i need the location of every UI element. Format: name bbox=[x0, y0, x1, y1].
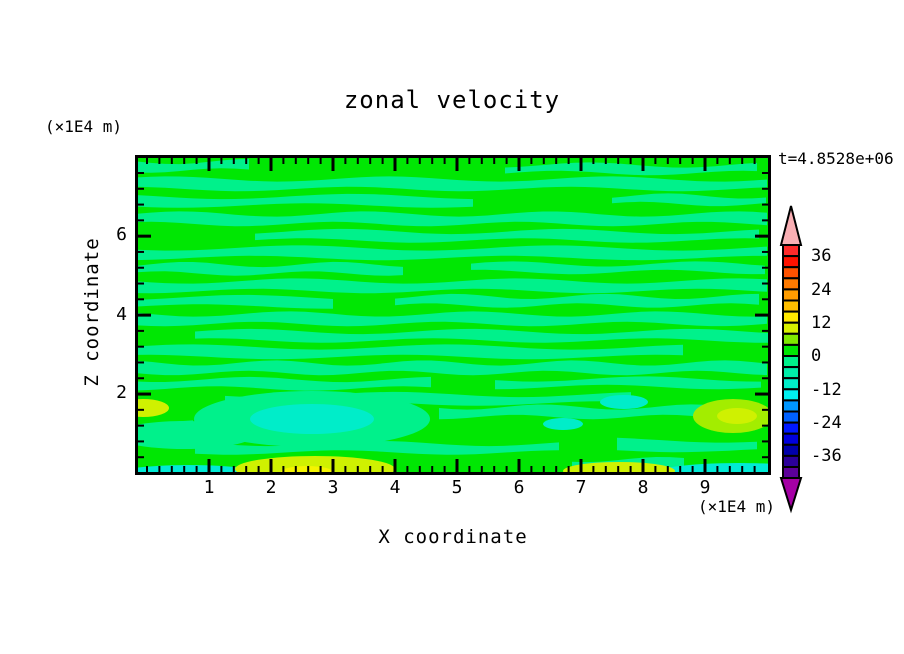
colorbar-under-arrow bbox=[779, 477, 803, 514]
colorbar-segment bbox=[782, 332, 800, 346]
contour-band bbox=[255, 228, 759, 243]
colorbar-segment bbox=[782, 377, 800, 391]
colorbar-segment bbox=[782, 410, 800, 424]
contour-band bbox=[137, 261, 403, 276]
colorbar-segment bbox=[782, 454, 800, 468]
colorbar-svg bbox=[779, 205, 803, 514]
colorbar-segment bbox=[782, 432, 800, 446]
y-tick-label: 4 bbox=[116, 304, 127, 325]
contour-band bbox=[505, 162, 757, 176]
x-tick-label: 9 bbox=[699, 477, 711, 498]
colorbar-segment bbox=[782, 443, 800, 457]
contour-feature bbox=[543, 418, 583, 430]
colorbar-tick-label: -12 bbox=[811, 380, 842, 400]
y-axis-unit-label: (×1E4 m) bbox=[45, 117, 123, 136]
contour-band bbox=[612, 193, 766, 207]
colorbar-segment bbox=[782, 399, 800, 413]
colorbar-segment bbox=[782, 266, 800, 280]
x-tick-label: 6 bbox=[513, 477, 525, 498]
colorbar-tick-label: 0 bbox=[811, 346, 822, 366]
colorbar-tick-label: 12 bbox=[811, 313, 832, 333]
contour-band bbox=[495, 376, 761, 390]
contour-field bbox=[137, 157, 769, 473]
colorbar-over-arrow bbox=[779, 205, 803, 246]
contour-feature bbox=[235, 456, 395, 473]
colorbar-segment bbox=[782, 421, 800, 435]
colorbar-segment bbox=[782, 355, 800, 369]
axis-ticks bbox=[138, 158, 768, 472]
contour-band bbox=[137, 176, 767, 192]
plot-frame bbox=[135, 155, 771, 475]
colorbar-segment bbox=[782, 466, 800, 480]
contour-band bbox=[137, 245, 767, 261]
contour-field-svg bbox=[135, 155, 771, 475]
contour-band bbox=[617, 437, 757, 453]
contour-band bbox=[137, 193, 473, 208]
colorbar-segment bbox=[782, 277, 800, 291]
contour-feature bbox=[250, 404, 374, 434]
contour-feature bbox=[137, 399, 169, 417]
contour-band bbox=[137, 211, 767, 227]
contour-band bbox=[137, 311, 767, 327]
x-tick-label: 7 bbox=[575, 477, 587, 498]
colorbar-tick-label: -24 bbox=[811, 413, 842, 433]
colorbar-segment bbox=[782, 366, 800, 380]
colorbar-segment bbox=[782, 343, 800, 357]
x-tick-label: 5 bbox=[451, 477, 463, 498]
colorbar-segment bbox=[782, 255, 800, 269]
plot-area bbox=[135, 155, 771, 475]
x-tick-label: 3 bbox=[327, 477, 339, 498]
colorbar-segment bbox=[782, 299, 800, 313]
y-tick-label: 2 bbox=[116, 382, 127, 403]
contour-feature bbox=[600, 395, 648, 409]
colorbar-tick-label: -36 bbox=[811, 446, 842, 466]
x-tick-label: 2 bbox=[265, 477, 277, 498]
contour-band bbox=[195, 328, 769, 343]
timestamp-label: t=4.8528e+06 bbox=[778, 149, 894, 168]
colorbar-segment bbox=[782, 288, 800, 302]
x-tick-label: 4 bbox=[389, 477, 401, 498]
contour-feature bbox=[137, 421, 254, 449]
x-axis-label: X coordinate bbox=[378, 526, 528, 548]
x-tick-label: 1 bbox=[203, 477, 215, 498]
contour-band bbox=[471, 261, 765, 275]
colorbar-segment bbox=[782, 310, 800, 324]
x-axis-unit-label: (×1E4 m) bbox=[697, 497, 775, 516]
colorbar-segment bbox=[782, 388, 800, 402]
colorbar-tick-label: 36 bbox=[811, 246, 832, 266]
colorbar bbox=[779, 204, 809, 516]
colorbar-segment bbox=[782, 321, 800, 335]
x-tick-label: 8 bbox=[637, 477, 649, 498]
page-title: zonal velocity bbox=[343, 86, 561, 114]
colorbar-segment bbox=[782, 244, 800, 258]
contour-band bbox=[195, 440, 559, 455]
contour-band bbox=[395, 293, 759, 308]
y-tick-label: 6 bbox=[116, 224, 127, 245]
contour-feature bbox=[717, 408, 757, 424]
contour-band bbox=[137, 294, 333, 309]
colorbar-tick-label: 24 bbox=[811, 280, 832, 300]
contour-band bbox=[137, 376, 431, 391]
contour-band bbox=[137, 360, 767, 376]
contour-band bbox=[137, 278, 767, 294]
contour-band bbox=[137, 344, 683, 360]
contour-band bbox=[439, 404, 761, 420]
